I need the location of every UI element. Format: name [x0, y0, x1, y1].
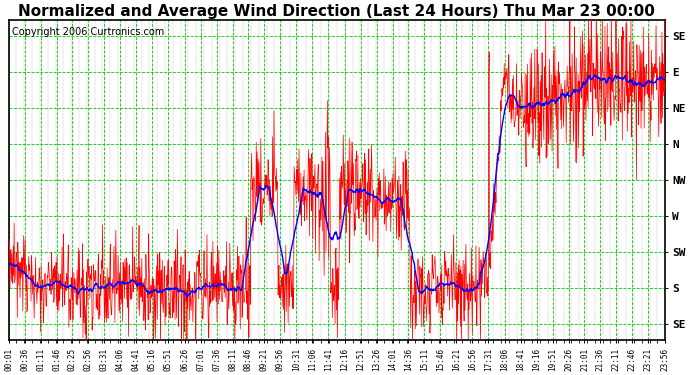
- Text: Copyright 2006 Curtronics.com: Copyright 2006 Curtronics.com: [12, 27, 164, 37]
- Title: Normalized and Average Wind Direction (Last 24 Hours) Thu Mar 23 00:00: Normalized and Average Wind Direction (L…: [18, 4, 655, 19]
